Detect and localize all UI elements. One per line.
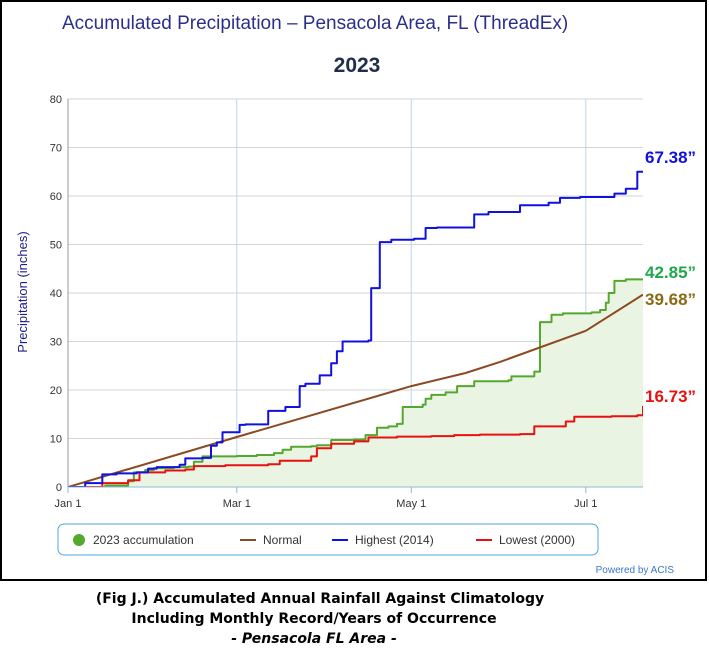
legend-marker-accum: [73, 534, 85, 546]
credit-link[interactable]: Powered by ACIS: [596, 565, 675, 576]
end-label-normal: 39.68”: [645, 290, 696, 309]
legend-box: [57, 523, 599, 556]
chart-title: Accumulated Precipitation – Pensacola Ar…: [62, 13, 568, 34]
chart-subtitle: 2023: [334, 54, 381, 77]
series-accum-line: [68, 278, 643, 487]
y-tick-label-80: 80: [50, 94, 62, 106]
series-layer: [68, 170, 643, 487]
end-label-highest: 67.38”: [645, 148, 696, 167]
legend-item-normal[interactable]: Normal: [240, 533, 302, 547]
legend-label-normal: Normal: [263, 533, 302, 547]
y-tick-label-10: 10: [50, 434, 62, 446]
legend-item-highest[interactable]: Highest (2014): [332, 533, 434, 547]
end-label-lowest: 16.73”: [645, 387, 696, 406]
series-highest-line: [68, 170, 643, 487]
caption-line-1: (Fig J.) Accumulated Annual Rainfall Aga…: [95, 591, 545, 607]
legend-label-highest: Highest (2014): [355, 533, 434, 547]
legend-label-lowest: Lowest (2000): [499, 533, 575, 547]
y-tick-label-60: 60: [50, 191, 62, 203]
caption-line-3: - Pensacola FL Area -: [231, 631, 397, 647]
x-tick-label-60: Mar 1: [223, 498, 251, 510]
y-tick-label-50: 50: [50, 240, 62, 252]
x-tick-label-182: Jul 1: [574, 498, 597, 510]
y-tick-label-30: 30: [50, 337, 62, 349]
x-tick-label-121: May 1: [396, 498, 426, 510]
legend: 2023 accumulation Normal Highest (2014) …: [57, 523, 599, 556]
caption-line-2: Including Monthly Record/Years of Occurr…: [131, 611, 497, 627]
legend-item-accum[interactable]: 2023 accumulation: [73, 533, 194, 547]
accumulated-precipitation-chart: Accumulated Precipitation – Pensacola Ar…: [15, 13, 696, 576]
y-tick-label-20: 20: [50, 385, 62, 397]
series-lowest-line: [68, 405, 643, 487]
y-tick-label-70: 70: [50, 143, 62, 155]
legend-item-lowest[interactable]: Lowest (2000): [476, 533, 575, 547]
y-tick-label-40: 40: [50, 288, 62, 300]
legend-label-accum: 2023 accumulation: [93, 533, 194, 547]
x-tick-label-1: Jan 1: [55, 498, 82, 510]
y-tick-label-0: 0: [56, 482, 62, 494]
axes: 0 10 20 30 40 50 60 70 80 Jan 1 Mar 1 May 1 Jul 1: [50, 94, 643, 510]
end-label-accum: 42.85”: [645, 263, 696, 282]
series-normal-line: [68, 293, 643, 487]
y-axis-label: Precipitation (inches): [15, 231, 30, 352]
